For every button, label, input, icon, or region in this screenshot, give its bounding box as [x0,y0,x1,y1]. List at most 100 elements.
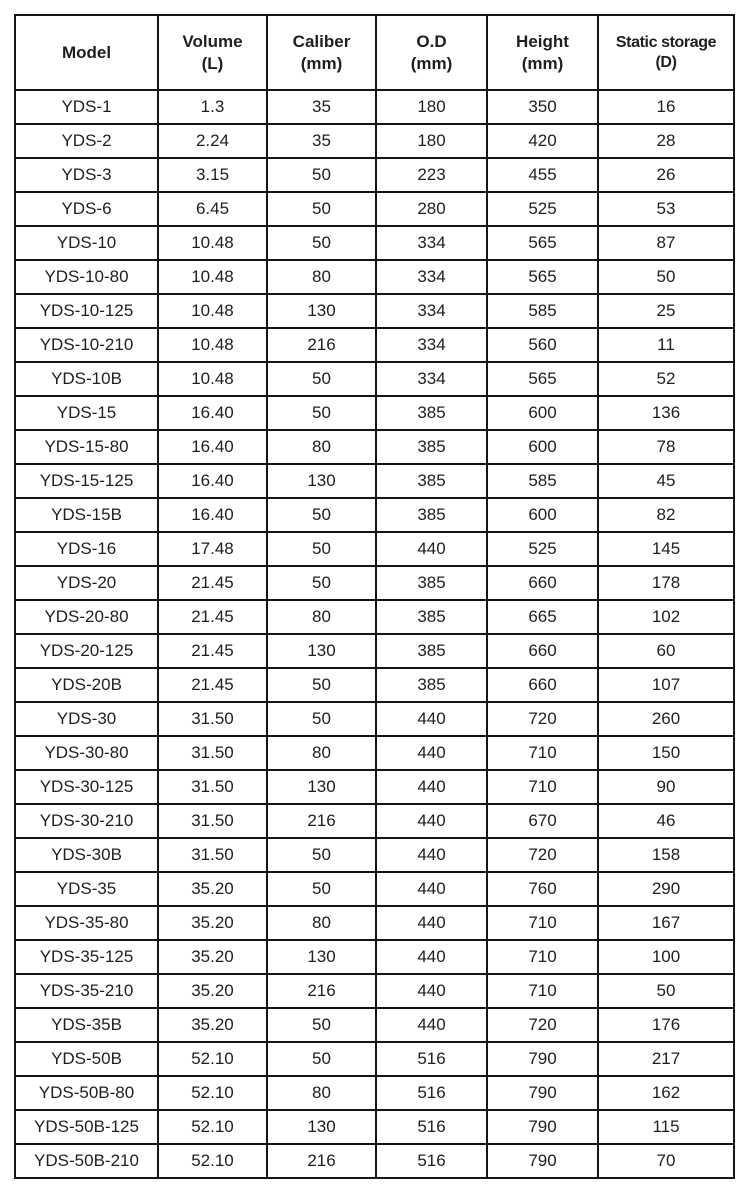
cell-caliber: 216 [266,327,377,363]
cell-height: 710 [486,905,599,941]
cell-model: YDS-50B-210 [14,1143,159,1179]
cell-height: 455 [486,157,599,193]
cell-model: YDS-50B-80 [14,1075,159,1111]
cell-volume: 21.45 [157,633,268,669]
cell-volume: 3.15 [157,157,268,193]
cell-model: YDS-50B [14,1041,159,1077]
table-row: YDS-50B-210 52.10 216 516 790 70 [14,1143,735,1179]
table-row: YDS-30-80 31.50 80 440 710 150 [14,735,735,771]
cell-volume: 16.40 [157,395,268,431]
cell-model: YDS-20 [14,565,159,601]
cell-static_storage: 162 [597,1075,735,1111]
cell-static_storage: 100 [597,939,735,975]
table-row: YDS-15 16.40 50 385 600 136 [14,395,735,431]
cell-model: YDS-30-210 [14,803,159,839]
cell-height: 660 [486,667,599,703]
cell-height: 710 [486,973,599,1009]
cell-volume: 35.20 [157,939,268,975]
cell-volume: 52.10 [157,1041,268,1077]
cell-volume: 10.48 [157,361,268,397]
cell-caliber: 50 [266,191,377,227]
cell-od: 440 [375,837,488,873]
cell-model: YDS-10-210 [14,327,159,363]
cell-od: 440 [375,701,488,737]
cell-od: 280 [375,191,488,227]
cell-model: YDS-30-80 [14,735,159,771]
table-header: Model Volume (L) Caliber (mm) O.D (mm) H… [14,14,735,91]
cell-height: 790 [486,1109,599,1145]
cell-volume: 35.20 [157,871,268,907]
cell-volume: 35.20 [157,1007,268,1043]
cell-caliber: 130 [266,769,377,805]
cell-volume: 21.45 [157,565,268,601]
cell-model: YDS-35 [14,871,159,907]
cell-caliber: 35 [266,123,377,159]
cell-model: YDS-50B-125 [14,1109,159,1145]
cell-model: YDS-35-125 [14,939,159,975]
cell-height: 560 [486,327,599,363]
table-row: YDS-20-80 21.45 80 385 665 102 [14,599,735,635]
cell-model: YDS-30B [14,837,159,873]
table-row: YDS-1 1.3 35 180 350 16 [14,89,735,125]
cell-od: 440 [375,1007,488,1043]
cell-static_storage: 87 [597,225,735,261]
cell-volume: 17.48 [157,531,268,567]
cell-height: 660 [486,565,599,601]
cell-caliber: 35 [266,89,377,125]
cell-volume: 2.24 [157,123,268,159]
cell-od: 385 [375,599,488,635]
cell-od: 440 [375,735,488,771]
cell-model: YDS-15-80 [14,429,159,465]
cell-static_storage: 176 [597,1007,735,1043]
cell-caliber: 130 [266,463,377,499]
cell-height: 565 [486,225,599,261]
cell-od: 516 [375,1109,488,1145]
cell-model: YDS-10-80 [14,259,159,295]
table-row: YDS-35-125 35.20 130 440 710 100 [14,939,735,975]
column-unit: (mm) [410,53,453,73]
cell-height: 420 [486,123,599,159]
cell-height: 660 [486,633,599,669]
cell-od: 440 [375,803,488,839]
table-row: YDS-10-80 10.48 80 334 565 50 [14,259,735,295]
cell-od: 516 [375,1041,488,1077]
table-row: YDS-35-80 35.20 80 440 710 167 [14,905,735,941]
cell-od: 334 [375,361,488,397]
cell-volume: 6.45 [157,191,268,227]
cell-model: YDS-20-80 [14,599,159,635]
cell-height: 720 [486,1007,599,1043]
cell-static_storage: 115 [597,1109,735,1145]
cell-model: YDS-15-125 [14,463,159,499]
cell-od: 385 [375,667,488,703]
cell-static_storage: 26 [597,157,735,193]
column-unit: (D) [655,53,677,71]
column-header-model: Model [14,14,159,91]
cell-caliber: 80 [266,735,377,771]
cell-od: 385 [375,429,488,465]
table-row: YDS-50B 52.10 50 516 790 217 [14,1041,735,1077]
cell-caliber: 130 [266,939,377,975]
cell-volume: 21.45 [157,599,268,635]
cell-model: YDS-2 [14,123,159,159]
cell-static_storage: 82 [597,497,735,533]
cell-caliber: 80 [266,429,377,465]
cell-caliber: 50 [266,225,377,261]
column-unit: (mm) [300,53,343,73]
cell-height: 670 [486,803,599,839]
cell-volume: 10.48 [157,259,268,295]
cell-static_storage: 107 [597,667,735,703]
column-header-caliber: Caliber (mm) [266,14,377,91]
cell-caliber: 80 [266,259,377,295]
cell-height: 585 [486,463,599,499]
cell-od: 385 [375,497,488,533]
column-label: Height [516,32,569,52]
table-body: YDS-1 1.3 35 180 350 16 YDS-2 2.24 35 180 420 28 YDS… [14,89,735,1179]
cell-static_storage: 70 [597,1143,735,1179]
cell-model: YDS-35-80 [14,905,159,941]
table-row: YDS-10-125 10.48 130 334 585 25 [14,293,735,329]
cell-model: YDS-10B [14,361,159,397]
column-label: O.D [416,32,447,52]
cell-model: YDS-20B [14,667,159,703]
table-row: YDS-35-210 35.20 216 440 710 50 [14,973,735,1009]
cell-height: 710 [486,939,599,975]
